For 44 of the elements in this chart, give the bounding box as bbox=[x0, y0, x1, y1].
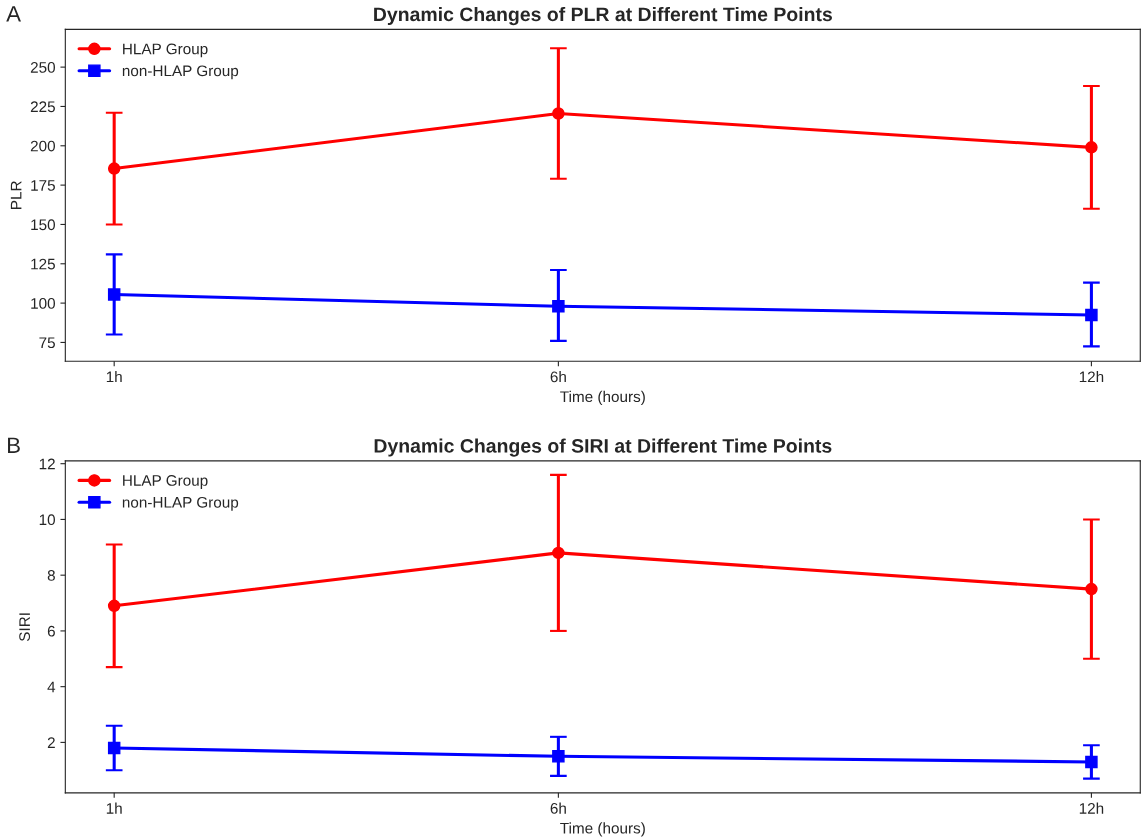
point bbox=[552, 750, 565, 763]
legend-label: HLAP Group bbox=[123, 43, 208, 58]
point bbox=[107, 741, 121, 755]
x-tick-label: 12h bbox=[1079, 802, 1104, 814]
point bbox=[1085, 582, 1098, 596]
y-tick-label: 75 bbox=[39, 337, 55, 349]
y-tick-label: 6 bbox=[47, 625, 55, 637]
y-tick-label: 150 bbox=[31, 219, 55, 231]
chart-title: Dynamic Changes of PLR at Different Time Points bbox=[374, 6, 832, 26]
legend-label: HLAP Group bbox=[123, 475, 208, 489]
x-axis-title: Time (hours) bbox=[560, 822, 645, 837]
x-tick-label: 12h bbox=[1079, 371, 1104, 383]
x-tick-label: 6h bbox=[550, 371, 566, 383]
y-tick-label: 200 bbox=[30, 140, 55, 152]
point bbox=[1085, 308, 1098, 322]
y-tick-label: 225 bbox=[30, 101, 55, 113]
y-tick-label: 250 bbox=[30, 61, 55, 73]
y-axis-title: PLR bbox=[10, 181, 22, 209]
point bbox=[1085, 755, 1098, 769]
y-axis-title: SIRI bbox=[19, 613, 31, 642]
y-tick-label: 8 bbox=[47, 570, 55, 581]
y-tick-label: 2 bbox=[47, 737, 55, 748]
x-axis-title: Time (hours) bbox=[560, 390, 645, 406]
chart-title: Dynamic Changes of SIRI at Different Time Points bbox=[374, 438, 832, 457]
point bbox=[107, 599, 121, 613]
y-tick-label: 125 bbox=[31, 258, 55, 270]
y-tick-label: 175 bbox=[31, 180, 55, 191]
text: A bbox=[6, 6, 21, 22]
y-tick-label: 12 bbox=[39, 458, 55, 470]
point bbox=[1085, 141, 1098, 154]
x-tick-label: 1h bbox=[106, 802, 122, 814]
point bbox=[107, 288, 121, 301]
y-tick-label: 10 bbox=[39, 514, 55, 526]
x-tick-label: 1h bbox=[106, 371, 122, 383]
text: B bbox=[8, 437, 20, 453]
x-tick-label: 6h bbox=[550, 802, 566, 814]
point bbox=[107, 162, 121, 175]
y-tick-label: 100 bbox=[31, 297, 55, 309]
point bbox=[552, 546, 565, 560]
point bbox=[552, 107, 565, 120]
y-tick-label: 4 bbox=[47, 681, 56, 693]
point bbox=[552, 300, 565, 313]
legend-label: non-HLAP Group bbox=[122, 65, 239, 80]
legend-label: non-HLAP Group bbox=[122, 496, 239, 511]
